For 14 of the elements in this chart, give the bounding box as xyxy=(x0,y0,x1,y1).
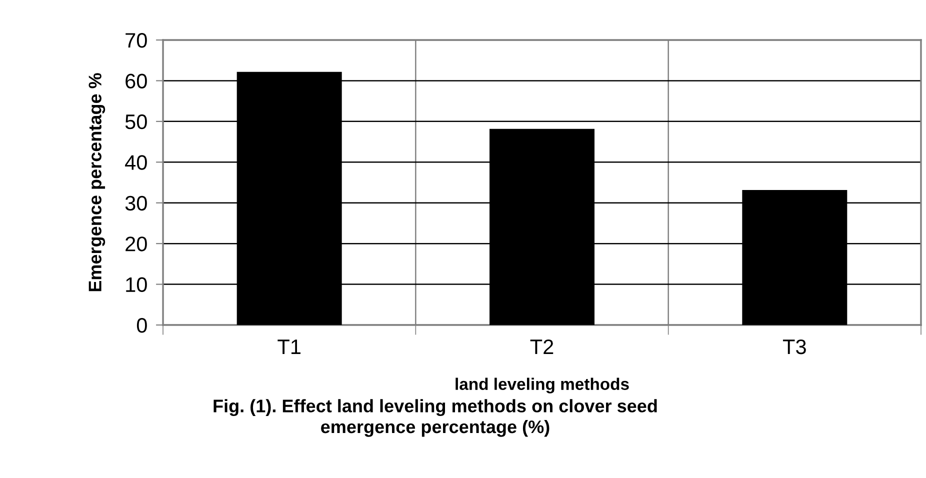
y-tick-label: 50 xyxy=(125,114,147,130)
y-tick-label: 30 xyxy=(125,196,147,211)
x-tick-label: T2 xyxy=(530,339,554,354)
y-tick-label: 40 xyxy=(125,155,147,170)
x-axis-title: land leveling methods xyxy=(456,378,629,394)
text: Fig. (1). Effect land leveling methods on clover seed emergence percentage (%) xyxy=(214,399,657,437)
y-tick-label: 20 xyxy=(126,236,147,252)
y-tick-label: 70 xyxy=(126,33,147,48)
y-axis-title: Emergence percentage % xyxy=(88,73,106,292)
y-tick-label: 0 xyxy=(136,318,147,333)
y-tick-label: 60 xyxy=(126,74,147,88)
y-tick-label: 10 xyxy=(126,277,147,292)
x-tick-label: T3 xyxy=(782,339,806,354)
x-tick-label: T1 xyxy=(278,340,300,354)
